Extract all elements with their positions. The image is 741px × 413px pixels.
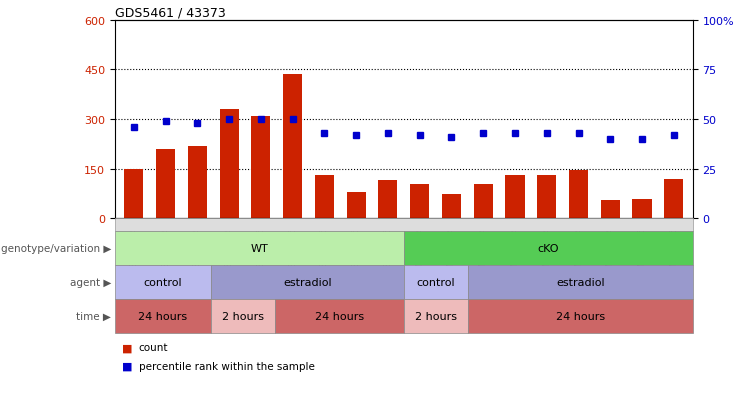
Bar bbox=[537, 176, 556, 219]
Text: 24 hours: 24 hours bbox=[315, 311, 364, 321]
Text: 24 hours: 24 hours bbox=[556, 311, 605, 321]
Text: 2 hours: 2 hours bbox=[222, 311, 265, 321]
Bar bbox=[379, 181, 397, 219]
Text: control: control bbox=[416, 277, 455, 287]
Text: estradiol: estradiol bbox=[283, 277, 332, 287]
Bar bbox=[505, 176, 525, 219]
Bar bbox=[569, 171, 588, 219]
Text: WT: WT bbox=[250, 243, 268, 253]
Bar bbox=[156, 150, 175, 219]
Bar bbox=[283, 75, 302, 219]
Text: ■: ■ bbox=[122, 361, 133, 371]
Text: time ▶: time ▶ bbox=[76, 311, 111, 321]
Bar bbox=[633, 199, 651, 219]
Text: 24 hours: 24 hours bbox=[139, 311, 187, 321]
Text: agent ▶: agent ▶ bbox=[70, 277, 111, 287]
Bar bbox=[188, 146, 207, 219]
Bar bbox=[251, 116, 270, 219]
Bar bbox=[411, 184, 429, 219]
Bar bbox=[601, 201, 619, 219]
Text: GDS5461 / 43373: GDS5461 / 43373 bbox=[115, 7, 225, 19]
Bar bbox=[315, 176, 334, 219]
Bar bbox=[473, 184, 493, 219]
Text: percentile rank within the sample: percentile rank within the sample bbox=[139, 361, 314, 371]
Text: count: count bbox=[139, 342, 168, 352]
Bar bbox=[219, 110, 239, 219]
Text: cKO: cKO bbox=[537, 243, 559, 253]
Text: control: control bbox=[144, 277, 182, 287]
Text: 2 hours: 2 hours bbox=[415, 311, 457, 321]
Bar bbox=[124, 169, 144, 219]
Text: estradiol: estradiol bbox=[556, 277, 605, 287]
Bar bbox=[664, 179, 683, 219]
Bar bbox=[347, 192, 366, 219]
Text: ■: ■ bbox=[122, 342, 133, 352]
Text: genotype/variation ▶: genotype/variation ▶ bbox=[1, 243, 111, 253]
Bar bbox=[442, 194, 461, 219]
